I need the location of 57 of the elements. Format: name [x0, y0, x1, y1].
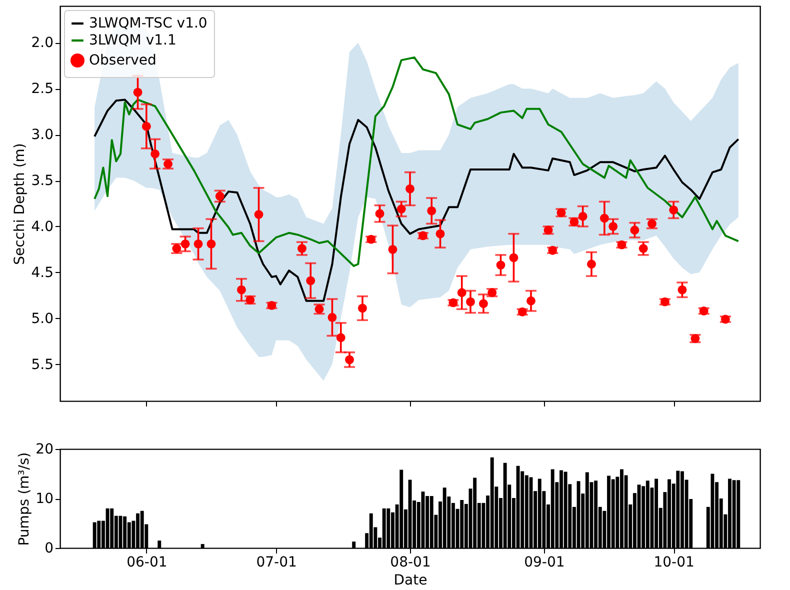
y-axis-title: Secchi Depth (m)	[12, 143, 28, 265]
point	[358, 304, 367, 313]
y-tick-label: 5.0	[31, 310, 54, 327]
point	[600, 214, 609, 223]
x-tick-label: 07-01	[256, 554, 297, 570]
point	[436, 229, 445, 238]
point	[578, 212, 588, 221]
y-tick-label: 20	[36, 442, 54, 458]
x-tick-label: 10-01	[654, 554, 694, 570]
point	[180, 239, 190, 248]
point	[496, 260, 506, 270]
point	[526, 296, 536, 306]
point	[150, 149, 160, 158]
point	[406, 184, 414, 194]
point	[669, 205, 678, 214]
x-axis-title: Date	[394, 572, 428, 588]
point	[457, 288, 466, 298]
point	[427, 206, 436, 216]
point	[630, 226, 640, 235]
y-tick-label: 2.5	[31, 81, 54, 98]
point	[638, 244, 648, 253]
point	[388, 244, 398, 254]
point	[133, 88, 142, 97]
point	[336, 333, 346, 342]
x-tick-label: 08-01	[390, 554, 431, 570]
legend-label: 3LWQM v1.1	[89, 32, 176, 48]
point	[466, 297, 475, 306]
y-tick-label: 3.5	[31, 173, 54, 190]
point	[194, 239, 203, 248]
y-tick-label: 10	[36, 491, 54, 507]
line-series	[94, 98, 740, 302]
x-tick-label: 06-01	[126, 554, 168, 570]
point	[237, 285, 246, 294]
legend-label: 3LWQM-TSC v1.0	[89, 16, 208, 32]
y-tick-label: 2.0	[31, 35, 54, 52]
point	[254, 210, 264, 219]
point	[328, 312, 337, 322]
legend-label: Observed	[89, 52, 156, 68]
point	[206, 239, 216, 248]
y-tick-label: 5.5	[31, 356, 54, 373]
y-axis-title: Pumps (m³/s)	[16, 452, 33, 546]
point	[678, 285, 687, 294]
point	[375, 209, 384, 218]
point	[587, 260, 596, 269]
point	[478, 299, 488, 308]
x-tick-label: 09-01	[524, 554, 565, 570]
point	[608, 222, 618, 231]
y-tick-label: 4.5	[31, 264, 54, 281]
y-tick-label: 3.0	[31, 127, 54, 144]
point	[306, 276, 316, 286]
point	[345, 355, 354, 364]
point	[142, 122, 151, 131]
y-tick-label: 0	[44, 540, 54, 556]
point	[509, 253, 518, 262]
point	[396, 204, 406, 214]
point	[298, 244, 306, 253]
y-tick-label: 4.0	[31, 218, 54, 235]
